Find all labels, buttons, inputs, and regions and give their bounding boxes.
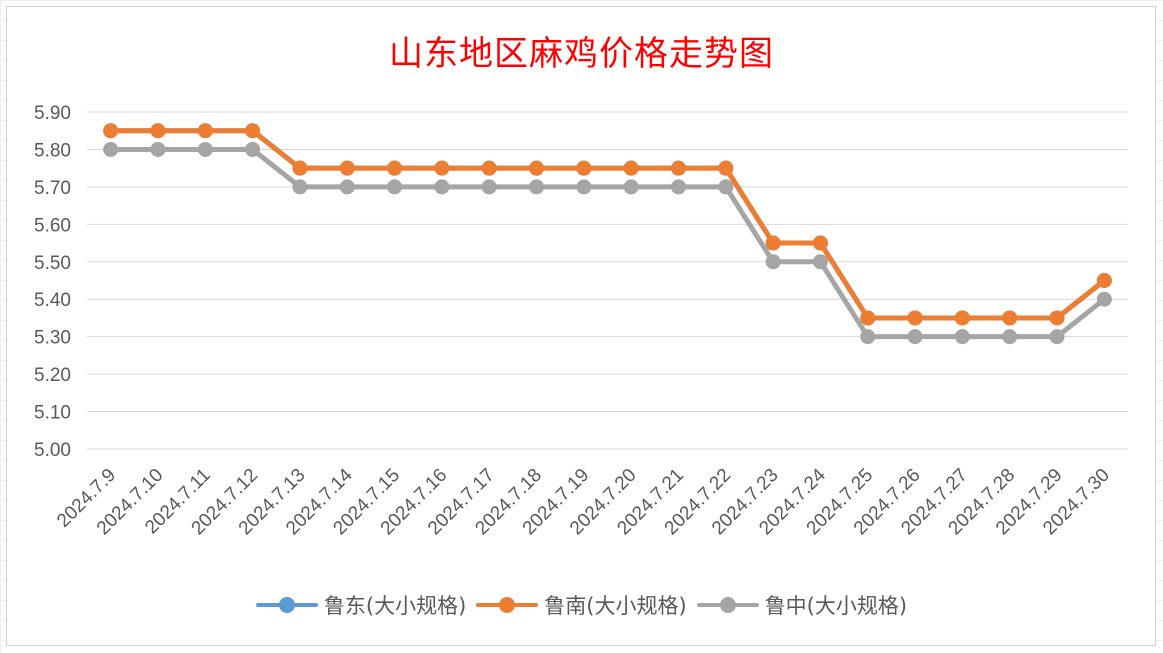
y-axis: 5.90 5.80 5.70 5.60 5.50 5.40 5.30 5.20 5.10 5.00 — [34, 103, 71, 461]
data-point — [860, 310, 876, 326]
data-point — [576, 160, 592, 176]
legend-swatch-luzhong — [696, 597, 759, 613]
legend-swatch-lunan — [476, 597, 539, 613]
data-point — [245, 141, 261, 157]
data-point — [150, 123, 166, 139]
data-point — [576, 179, 592, 195]
series-1 — [103, 123, 1112, 326]
data-point — [103, 123, 119, 139]
data-point — [150, 141, 166, 157]
legend-marker-luzhong — [719, 597, 736, 613]
data-point — [718, 160, 734, 176]
data-point — [292, 179, 308, 195]
y-tick-label: 5.80 — [34, 140, 71, 161]
data-point — [387, 160, 403, 176]
data-point — [529, 179, 545, 195]
data-point — [907, 329, 923, 345]
legend-marker-ludong — [278, 597, 295, 613]
data-point — [529, 160, 545, 176]
y-tick-label: 5.60 — [34, 215, 71, 236]
legend: 鲁东(大小规格) 鲁南(大小规格) 鲁中(大小规格) — [0, 590, 1163, 620]
series-2 — [103, 141, 1112, 345]
data-point — [292, 160, 308, 176]
y-tick-label: 5.10 — [34, 403, 71, 424]
data-point — [623, 179, 639, 195]
legend-item-luzhong[interactable]: 鲁中(大小规格) — [696, 590, 908, 620]
chart-area[interactable] — [6, 6, 1156, 646]
data-point — [765, 235, 781, 251]
y-tick-label: 5.50 — [34, 253, 71, 274]
legend-item-ludong[interactable]: 鲁东(大小规格) — [255, 590, 467, 620]
data-point — [860, 329, 876, 345]
chart-title: 山东地区麻鸡价格走势图 — [389, 34, 774, 74]
legend-swatch-ludong — [255, 597, 318, 613]
data-point — [245, 123, 261, 139]
data-point — [103, 141, 119, 157]
y-tick-label: 5.40 — [34, 290, 71, 311]
data-point — [623, 160, 639, 176]
y-tick-label: 5.00 — [34, 440, 71, 461]
x-axis: 2024.7.92024.7.102024.7.112024.7.122024.… — [53, 464, 1114, 539]
data-point — [197, 141, 213, 157]
data-point — [1049, 329, 1065, 345]
legend-label-lunan: 鲁南(大小规格) — [544, 594, 687, 618]
y-tick-label: 5.90 — [34, 103, 71, 124]
data-point — [907, 310, 923, 326]
data-point — [197, 123, 213, 139]
y-tick-label: 5.30 — [34, 328, 71, 349]
data-point — [670, 179, 686, 195]
data-point — [434, 179, 450, 195]
series-line — [108, 128, 1107, 321]
data-point — [1096, 273, 1112, 288]
legend-item-lunan[interactable]: 鲁南(大小规格) — [476, 590, 687, 620]
data-point — [1002, 329, 1018, 345]
legend-marker-lunan — [499, 597, 516, 613]
data-point — [339, 160, 355, 176]
data-point — [812, 235, 828, 251]
gridlines — [87, 111, 1128, 450]
data-point — [812, 254, 828, 270]
data-point — [954, 329, 970, 345]
y-tick-label: 5.20 — [34, 365, 71, 386]
y-tick-label: 5.70 — [34, 178, 71, 199]
data-point — [954, 310, 970, 326]
data-point — [1002, 310, 1018, 326]
data-point — [481, 179, 497, 195]
data-point — [1049, 310, 1065, 326]
data-point — [1096, 291, 1112, 307]
legend-label-ludong: 鲁东(大小规格) — [323, 594, 467, 618]
data-point — [765, 254, 781, 270]
series-line — [108, 146, 1107, 340]
data-point — [481, 160, 497, 176]
data-point — [670, 160, 686, 176]
legend-label-luzhong: 鲁中(大小规格) — [764, 594, 908, 618]
data-point — [339, 179, 355, 195]
data-point — [718, 179, 734, 195]
data-point — [434, 160, 450, 176]
data-point — [387, 179, 403, 195]
